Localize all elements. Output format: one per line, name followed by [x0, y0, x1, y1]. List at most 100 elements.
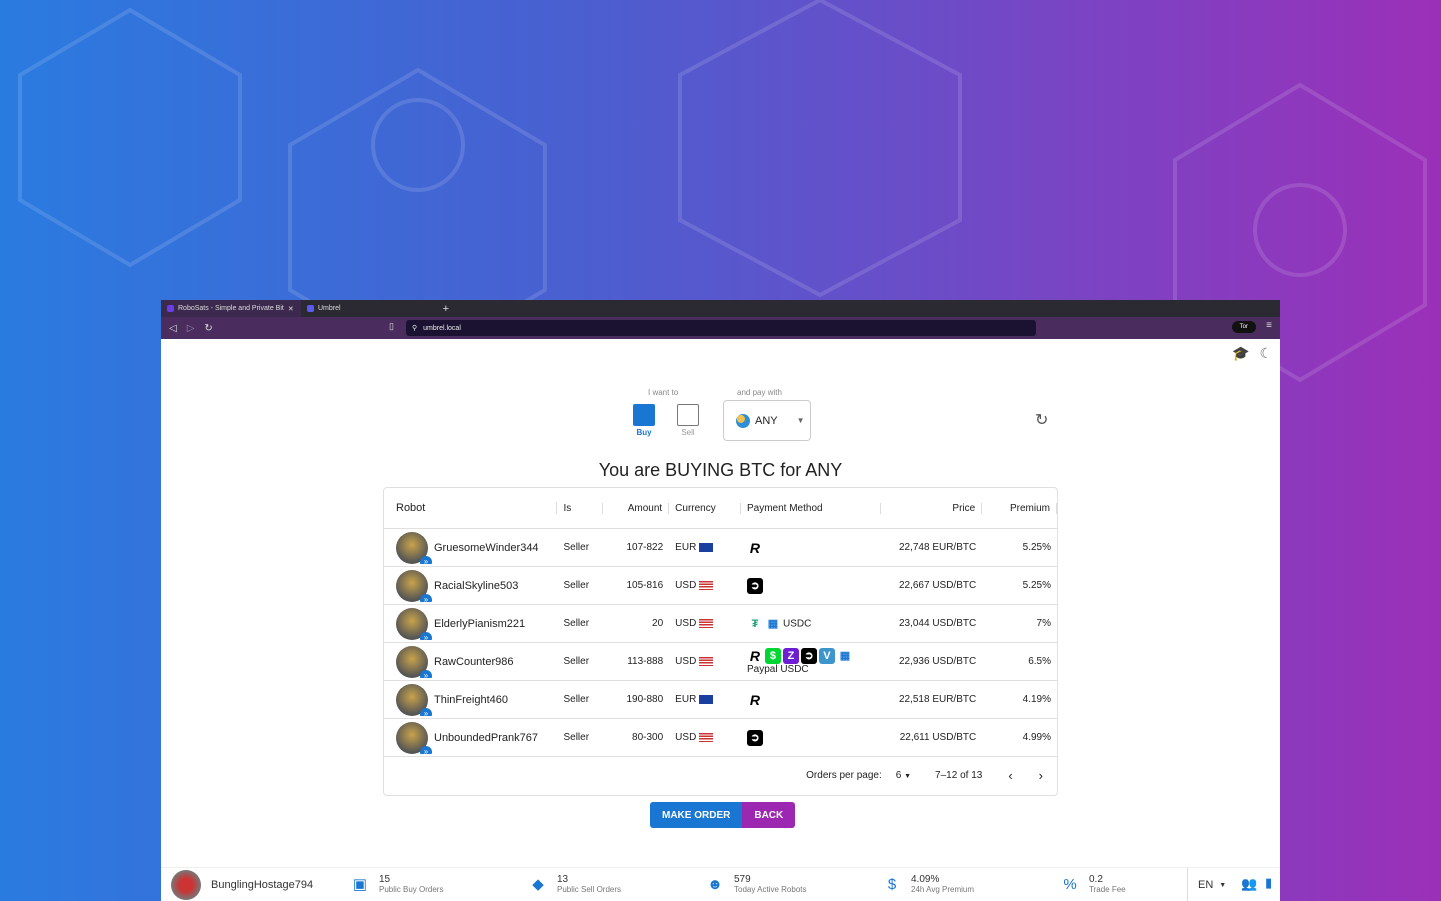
order-premium: 5.25%	[1022, 542, 1051, 553]
learn-icon[interactable]: 🎓	[1232, 345, 1250, 361]
order-type: Seller	[563, 694, 590, 705]
table-row[interactable]: » RacialSkyline503 Seller 105-816 USD ➲ 2…	[384, 567, 1057, 605]
revolut-icon: R	[746, 648, 763, 664]
robot-name: RawCounter986	[434, 655, 514, 668]
reload-icon[interactable]: ↻	[204, 322, 213, 334]
new-tab-button[interactable]: +	[442, 302, 449, 315]
inbox-icon: ▣	[352, 876, 368, 893]
table-row[interactable]: » UnboundedPrank767 Seller 80-300 USD ➲ 2…	[384, 719, 1057, 757]
forward-icon[interactable]: ▷	[186, 322, 195, 334]
robot-name: RacialSkyline503	[434, 579, 519, 592]
currency-select[interactable]: ANY ▼	[723, 400, 811, 441]
order-type: Seller	[563, 542, 590, 553]
prev-page-icon[interactable]: ‹	[1008, 768, 1013, 783]
refresh-icon[interactable]: ↻	[1035, 412, 1049, 429]
column-amount[interactable]: Amount	[603, 502, 670, 514]
stats-icon[interactable]: ▮	[1265, 875, 1273, 890]
order-currency: USD	[669, 656, 741, 667]
robot-name: ThinFreight460	[434, 693, 508, 706]
order-price: 22,748 EUR/BTC	[898, 542, 977, 553]
stat-label: Trade Fee	[1089, 885, 1126, 894]
robot-avatar: »	[396, 607, 432, 640]
stat-tag: ◆ 13 Public Sell Orders	[529, 874, 621, 894]
table-row[interactable]: » ElderlyPianism221 Seller 20 USD ₮ ▦ USDC …	[384, 605, 1057, 643]
stat-value: 4.09%	[911, 874, 940, 885]
dark-mode-icon[interactable]: ☾	[1259, 345, 1272, 361]
table-row[interactable]: » RawCounter986 Seller 113-888 USD R $ Z ➲ V ▦…	[384, 643, 1057, 681]
tab-robosats[interactable]: RoboSats - Simple and Private Bit ✕	[161, 300, 301, 317]
language-select[interactable]: EN ▼	[1187, 868, 1236, 901]
community-icon[interactable]: 👥	[1241, 876, 1258, 891]
tether-icon: ₮	[746, 615, 763, 632]
order-price: 22,611 USD/BTC	[899, 732, 977, 743]
buy-toggle[interactable]: Buy	[632, 404, 656, 437]
bottom-bar: BunglingHostage794 ▣ 15 Public Buy Orders ◆…	[161, 867, 1280, 901]
column-is[interactable]: Is	[557, 502, 604, 514]
table-row[interactable]: » ThinFreight460 Seller 190-880 EUR R 22,…	[384, 681, 1057, 719]
payment-methods: R	[741, 691, 881, 708]
order-type: Seller	[563, 732, 590, 743]
close-tab-icon[interactable]: ✕	[287, 305, 294, 313]
page-title: You are BUYING BTC for ANY	[598, 460, 843, 480]
globe-icon	[736, 413, 750, 428]
per-page-value: 6	[895, 770, 902, 781]
column-robot[interactable]: Robot	[384, 502, 558, 514]
price-icon: $	[887, 875, 897, 893]
order-currency: EUR	[669, 694, 741, 705]
umbrel-favicon-icon	[307, 305, 314, 312]
robot-avatar: »	[396, 569, 432, 602]
robosats-favicon-icon	[167, 305, 174, 312]
stat-label: 24h Avg Premium	[911, 885, 974, 894]
order-amount: 107-822	[626, 542, 664, 553]
order-amount: 113-888	[627, 656, 664, 667]
want-label: I want to	[648, 388, 679, 397]
bookmark-icon[interactable]: ▯	[389, 321, 394, 331]
tor-button[interactable]: Tor	[1231, 321, 1256, 333]
other-payment-icon: ▦	[836, 648, 853, 664]
order-premium: 6.5%	[1028, 656, 1051, 667]
column-currency[interactable]: Currency	[669, 502, 741, 514]
page-range: 7–12 of 13	[935, 770, 983, 781]
menu-icon[interactable]: ≡	[1266, 320, 1272, 331]
profile-button[interactable]: BunglingHostage794	[171, 870, 313, 900]
tab-umbrel[interactable]: Umbrel	[301, 300, 347, 317]
next-page-icon[interactable]: ›	[1038, 768, 1043, 783]
strike-icon: ➲	[746, 729, 763, 746]
sell-label: Sell	[681, 428, 695, 437]
robot-name: ElderlyPianism221	[434, 617, 526, 630]
make-order-button[interactable]: MAKE ORDER	[650, 802, 743, 828]
table-row[interactable]: » GruesomeWinder344 Seller 107-822 EUR R …	[384, 529, 1057, 567]
order-price: 22,518 EUR/BTC	[898, 694, 977, 705]
us-flag-icon	[699, 580, 714, 590]
order-amount: 190-880	[626, 694, 664, 705]
per-page-select[interactable]: 6 ▼	[896, 770, 911, 781]
per-page-label: Orders per page:	[806, 770, 882, 781]
order-currency: USD	[669, 618, 741, 629]
tab-bar: RoboSats - Simple and Private Bit ✕ Umbre…	[161, 300, 1280, 317]
stat-percent: % 0.2 Trade Fee	[1061, 874, 1126, 894]
order-price: 23,044 USD/BTC	[898, 618, 977, 629]
currency-code: USD	[675, 580, 697, 591]
strike-icon: ➲	[746, 577, 763, 594]
sell-toggle[interactable]: Sell	[676, 404, 700, 437]
order-price: 22,667 USD/BTC	[898, 580, 977, 591]
stat-value: 0.2	[1089, 874, 1103, 885]
strike-icon: ➲	[800, 648, 817, 664]
column-price[interactable]: Price	[881, 502, 983, 514]
back-button[interactable]: BACK	[742, 802, 796, 828]
column-premium[interactable]: Premium	[982, 502, 1057, 514]
currency-code: USD	[675, 732, 697, 743]
chevron-down-icon: ▼	[1219, 881, 1227, 889]
other-payment-icon: ▦	[764, 615, 781, 632]
order-amount: 80-300	[632, 732, 664, 743]
order-currency: USD	[669, 580, 741, 591]
column-payment[interactable]: Payment Method	[741, 502, 881, 514]
url-bar[interactable]: ⚲ umbrel.local	[406, 320, 1036, 336]
avatar	[171, 870, 201, 900]
order-premium: 7%	[1036, 618, 1051, 629]
url-text: umbrel.local	[423, 324, 461, 332]
payment-methods: ➲	[741, 729, 881, 746]
back-icon[interactable]: ◁	[169, 322, 177, 334]
robot-avatar: »	[396, 645, 432, 678]
nickname: BunglingHostage794	[211, 879, 314, 891]
